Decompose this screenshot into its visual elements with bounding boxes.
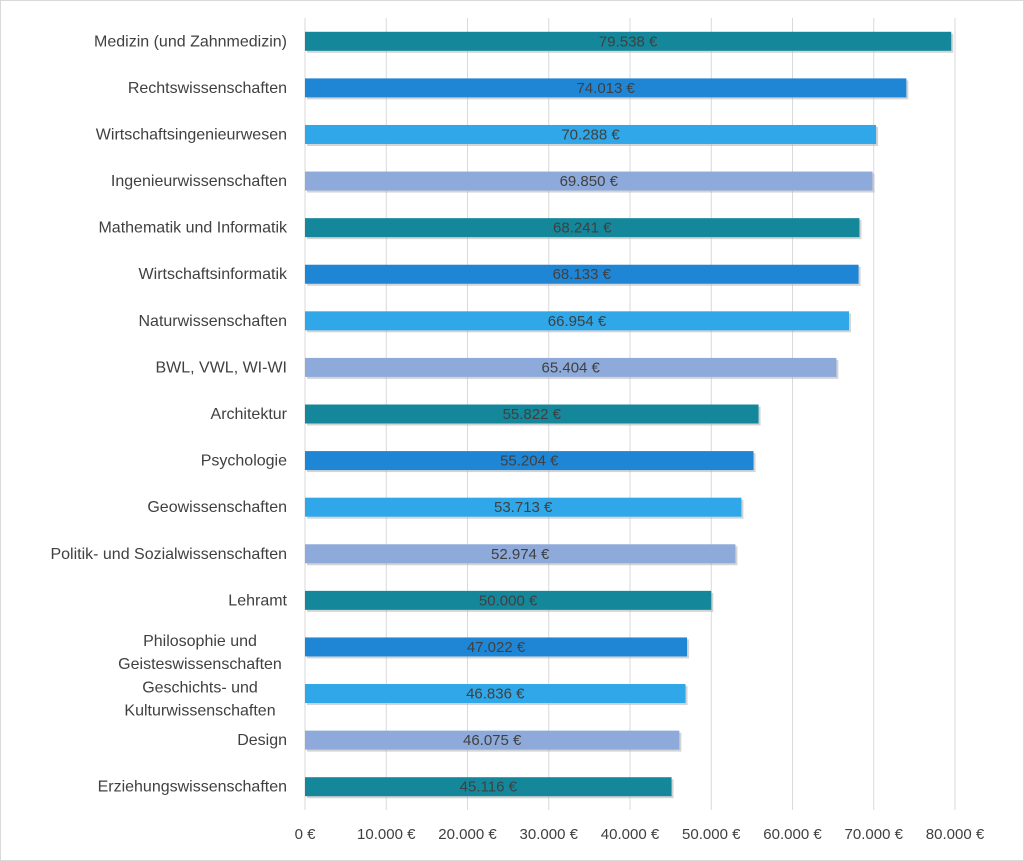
- data-label: 79.538 €: [599, 33, 658, 50]
- data-label: 45.116 €: [460, 779, 518, 796]
- data-label: 70.288 €: [561, 126, 620, 143]
- bar: [305, 218, 860, 238]
- data-label: 46.836 €: [466, 686, 525, 703]
- data-label: 55.204 €: [500, 453, 559, 470]
- data-label: 68.241 €: [553, 220, 612, 237]
- bar: [305, 497, 742, 517]
- category-label: Geschichts- und Kulturwissenschaften: [124, 680, 275, 720]
- category-labels: Medizin (und Zahnmedizin) Rechtswissensch…: [50, 33, 288, 795]
- bar: [305, 777, 672, 797]
- data-label: 66.954 €: [548, 313, 607, 330]
- x-tick-label: 40.000 €: [601, 826, 660, 843]
- x-tick-labels: 0 € 10.000 € 20.000 € 30.000 € 40.000 € 50.00…: [295, 826, 985, 843]
- bar: [305, 637, 688, 657]
- category-label: BWL, VWL, WI-WI: [155, 359, 287, 376]
- category-label: Medizin (und Zahnmedizin): [94, 33, 287, 50]
- bar: [305, 451, 754, 471]
- category-label: Politik- und Sozialwissenschaften: [50, 546, 287, 563]
- data-label: 46.075 €: [463, 732, 522, 749]
- x-tick-label: 20.000 €: [438, 826, 497, 843]
- bar: [305, 684, 686, 704]
- category-label: Erziehungswissenschaften: [98, 779, 287, 796]
- x-tick-label: 80.000 €: [926, 826, 985, 843]
- x-tick-label: 10.000 €: [357, 826, 416, 843]
- category-label: Rechtswissenschaften: [128, 80, 287, 97]
- bar: [305, 31, 952, 51]
- category-label: Philosophie und Geisteswissenschaften: [118, 633, 282, 673]
- bar: [305, 357, 837, 377]
- bar: [305, 544, 736, 564]
- category-label: Lehramt: [228, 592, 287, 609]
- category-label: Design: [237, 732, 287, 749]
- x-tick-label: 70.000 €: [845, 826, 904, 843]
- category-label: Wirtschaftsingenieurwesen: [96, 126, 287, 143]
- bar: [305, 264, 859, 284]
- data-label: 65.404 €: [542, 359, 601, 376]
- category-label: Geowissenschaften: [147, 499, 287, 516]
- data-label: 55.822 €: [503, 406, 562, 423]
- category-label: Naturwissenschaften: [138, 313, 287, 330]
- bar: [305, 78, 907, 98]
- data-label: 53.713 €: [494, 499, 553, 516]
- data-label: 74.013 €: [576, 80, 635, 97]
- category-label: Architektur: [211, 406, 288, 423]
- bar: [305, 590, 712, 610]
- x-tick-label: 60.000 €: [763, 826, 822, 843]
- data-label: 68.133 €: [553, 266, 612, 283]
- data-label: 69.850 €: [560, 173, 619, 190]
- data-label: 50.000 €: [479, 592, 538, 609]
- category-label: Ingenieurwissenschaften: [111, 173, 287, 190]
- bar: [305, 311, 850, 331]
- x-tick-label: 0 €: [295, 826, 317, 843]
- bar: [305, 124, 877, 144]
- bar: [305, 171, 873, 191]
- x-tick-label: 50.000 €: [682, 826, 741, 843]
- x-tick-label: 30.000 €: [520, 826, 579, 843]
- bar: [305, 730, 680, 750]
- data-label: 47.022 €: [467, 639, 526, 656]
- category-label: Psychologie: [201, 453, 287, 470]
- data-label: 52.974 €: [491, 546, 550, 563]
- bars: 79.538 € 74.013 € 70.288 € 69.850 € 68.241 €…: [305, 31, 954, 799]
- category-label: Wirtschaftsinformatik: [139, 266, 288, 283]
- bar: [305, 404, 759, 424]
- category-label: Mathematik und Informatik: [98, 220, 288, 237]
